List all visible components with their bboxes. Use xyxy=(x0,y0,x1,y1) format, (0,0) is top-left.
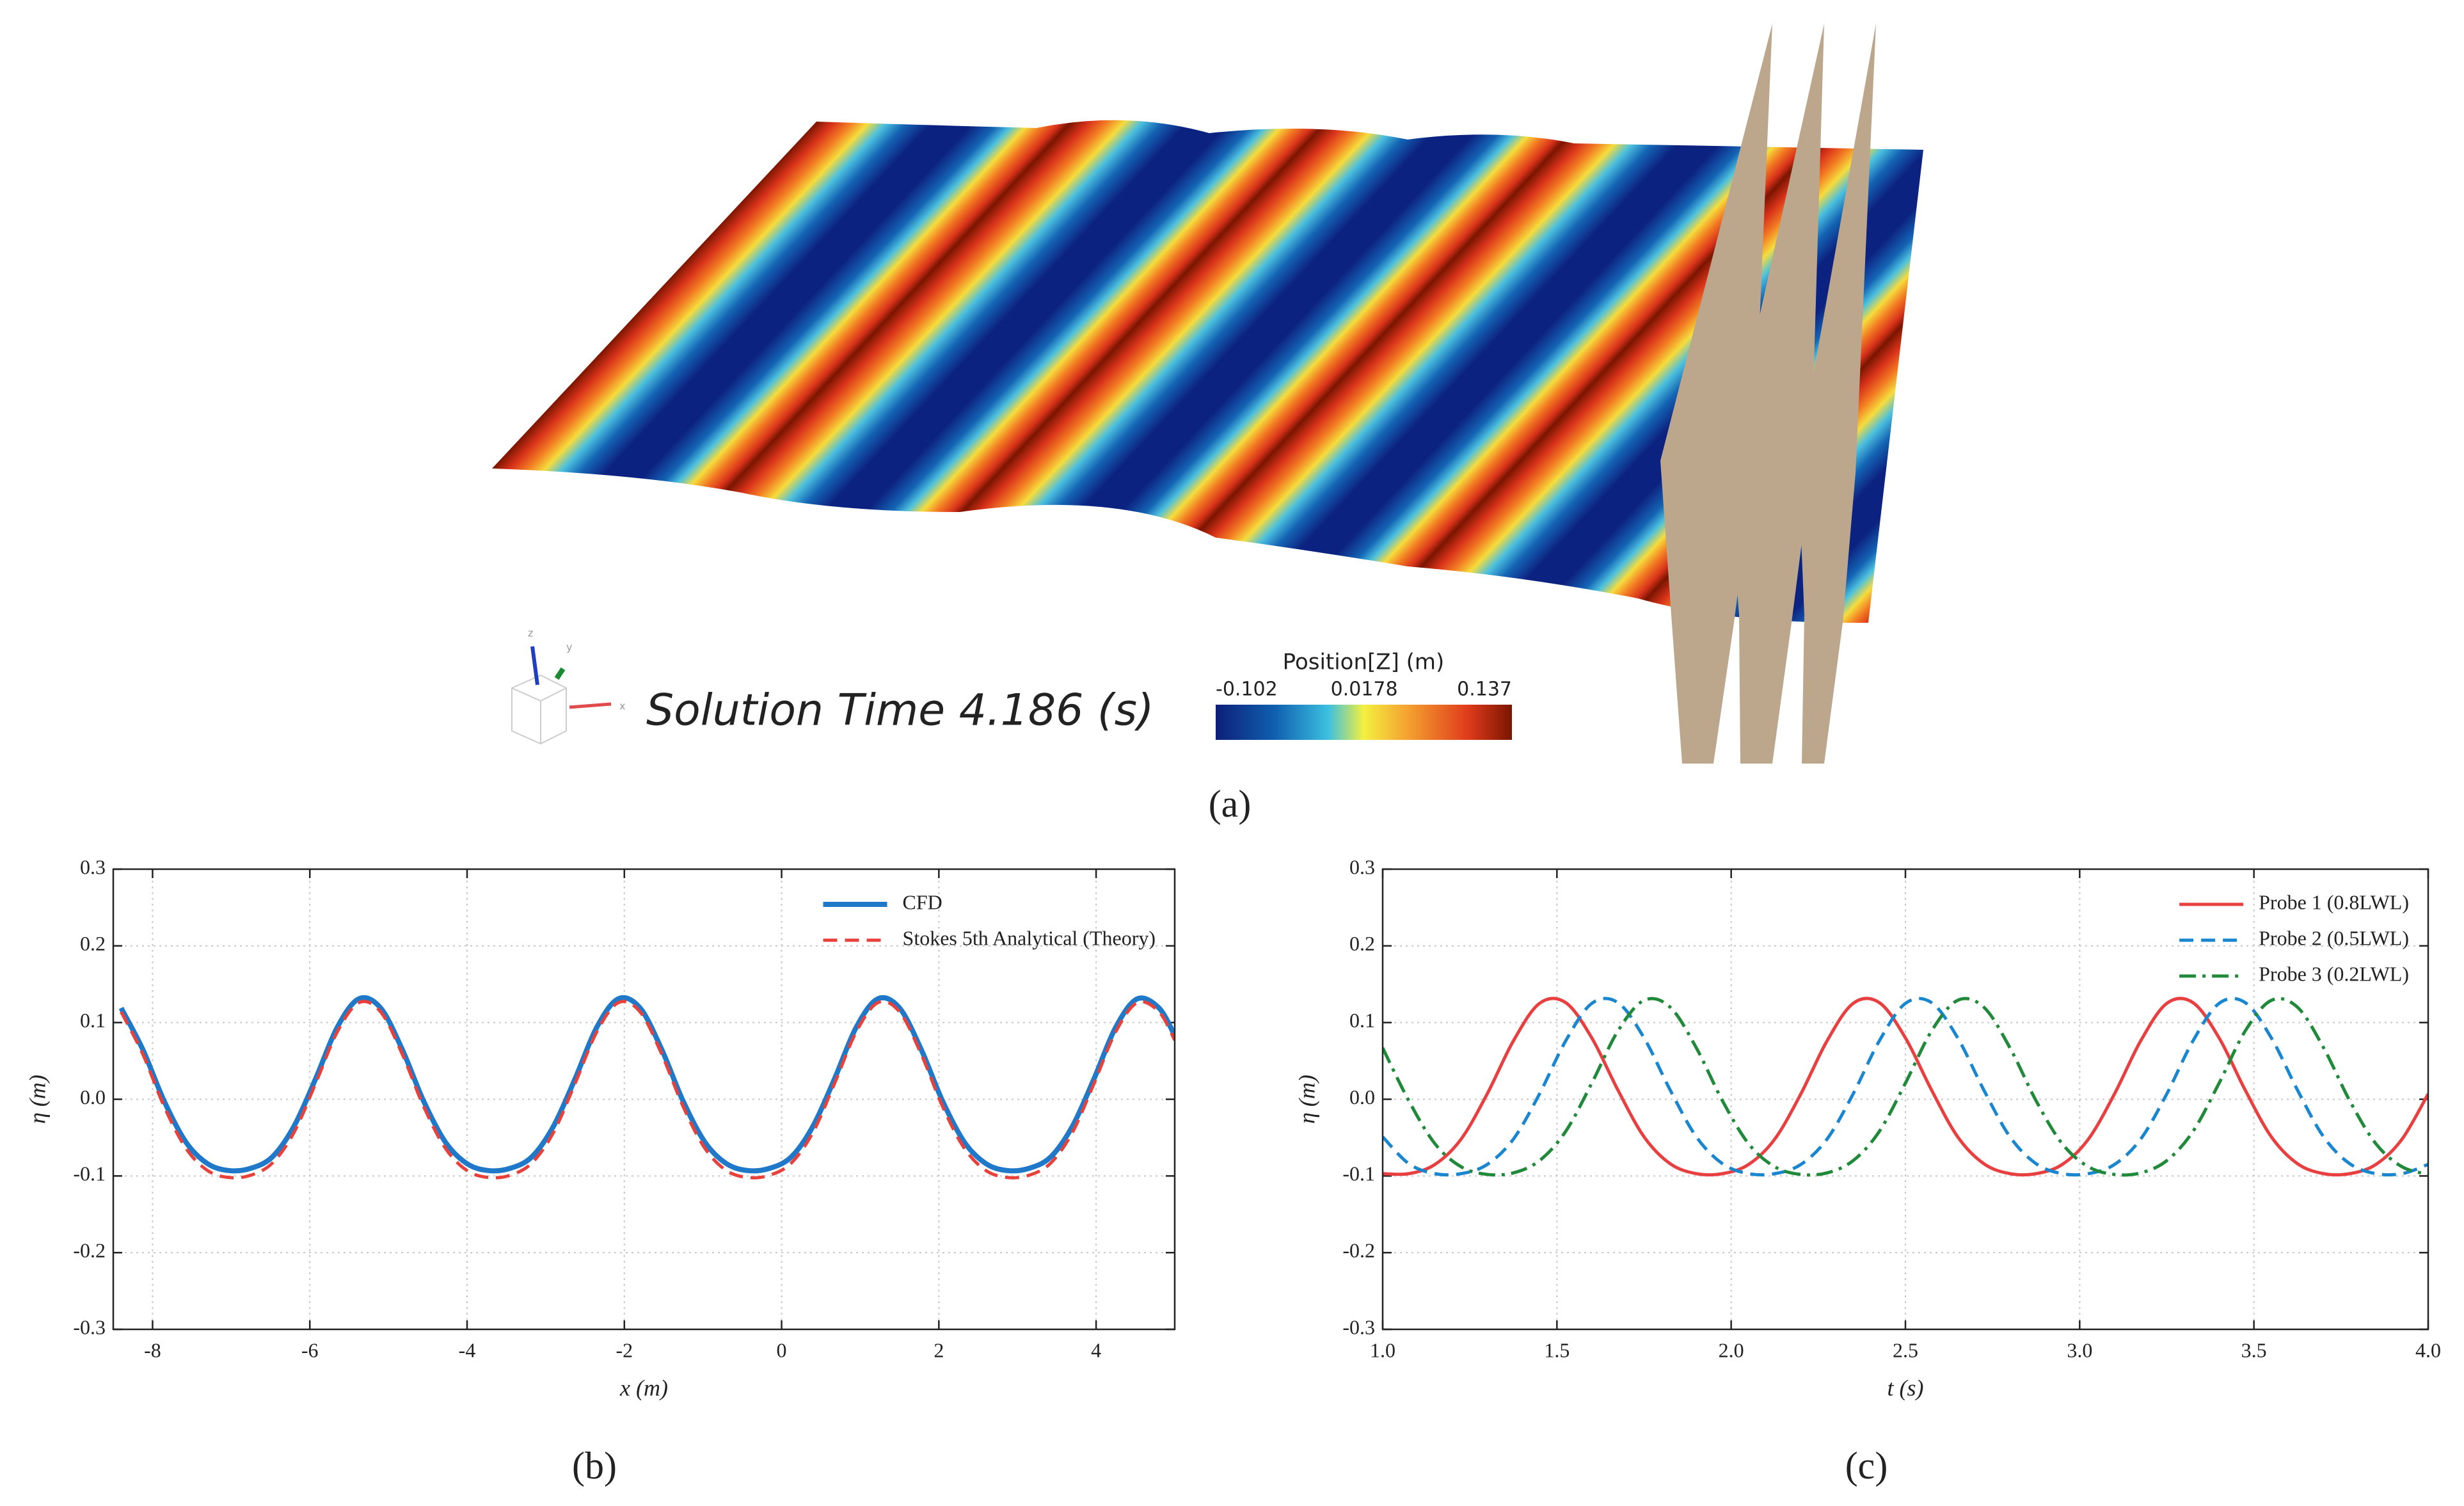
panel-label: (b) xyxy=(572,1445,617,1487)
x-tick-label: 1.0 xyxy=(1370,1338,1395,1361)
y-tick-label: -0.1 xyxy=(1342,1162,1375,1185)
panel-label: (c) xyxy=(1845,1445,1888,1487)
wave-surface xyxy=(492,120,1923,623)
colorbar xyxy=(1216,705,1512,740)
triad-label: y xyxy=(566,641,572,653)
triad-label: x xyxy=(619,700,625,712)
triad-x xyxy=(569,702,612,709)
plate xyxy=(1798,24,1876,764)
series-line xyxy=(1383,997,2428,1177)
plot-frame xyxy=(112,868,1176,1331)
legend-label: CFD xyxy=(903,890,942,913)
series-line xyxy=(118,995,1175,1174)
colorbar-tick-label: -0.102 xyxy=(1216,678,1278,701)
plot-frame xyxy=(1381,868,2429,1331)
legend: CFD Stokes 5th Analytical (Theory) xyxy=(823,890,1156,949)
y-tick-label: 0.2 xyxy=(1349,932,1375,955)
triad-label: z xyxy=(528,627,533,639)
series-line xyxy=(120,1000,1175,1180)
x-tick-label: 2 xyxy=(934,1338,944,1361)
y-tick-label: -0.3 xyxy=(1342,1315,1375,1338)
y-tick-label: -0.2 xyxy=(1342,1239,1375,1262)
triad-y xyxy=(554,667,566,680)
plate xyxy=(1660,24,1772,764)
y-tick-label: 0.1 xyxy=(80,1009,106,1032)
x-tick-label: 1.5 xyxy=(1544,1338,1570,1361)
chart: -0.3 -0.2 -0.1 0.0 0.1 0.2 0.3 -8 -6 -4 -2 0 2 4 x (m)… xyxy=(24,855,1176,1400)
x-tick-label: 4 xyxy=(1091,1338,1101,1361)
x-axis-label: t (s) xyxy=(1888,1375,1924,1400)
x-tick-label: 2.0 xyxy=(1719,1338,1744,1361)
series-line xyxy=(1383,997,2428,1177)
x-tick-label: 2.5 xyxy=(1893,1338,1918,1361)
series-line xyxy=(1383,997,2428,1177)
y-tick-label: -0.3 xyxy=(73,1315,106,1338)
colorbar-tick-label: 0.137 xyxy=(1457,678,1512,701)
x-tick-label: 3.0 xyxy=(2067,1338,2092,1361)
x-tick-label: -8 xyxy=(144,1338,161,1361)
triad-box xyxy=(511,674,567,745)
y-tick-label: 0.0 xyxy=(80,1085,106,1109)
y-tick-label: 0.2 xyxy=(80,932,106,955)
x-tick-label: 4.0 xyxy=(2415,1338,2441,1361)
y-axis-label: η (m) xyxy=(24,1075,50,1124)
colorbar-tick-label: 0.0178 xyxy=(1331,678,1398,701)
legend-label: Probe 2 (0.5LWL) xyxy=(2259,926,2409,949)
x-tick-label: -4 xyxy=(459,1338,476,1361)
x-axis-label: x (m) xyxy=(619,1375,668,1400)
y-tick-label: -0.1 xyxy=(73,1162,106,1185)
x-tick-label: 0 xyxy=(777,1338,787,1361)
x-tick-label: 3.5 xyxy=(2241,1338,2267,1361)
chart: -0.3 -0.2 -0.1 0.0 0.1 0.2 0.3 1.0 1.5 2.0 2.5 3.0 3… xyxy=(1294,855,2441,1400)
y-tick-label: -0.2 xyxy=(73,1239,106,1262)
colorbar-title: Position[Z] (m) xyxy=(1283,650,1445,675)
y-axis-label: η (m) xyxy=(1294,1075,1319,1124)
legend: Probe 1 (0.8LWL) Probe 2 (0.5LWL) Probe 3 … xyxy=(2179,890,2409,985)
y-tick-label: 0.1 xyxy=(1349,1009,1375,1032)
solution-time: Solution Time 4.186 (s) xyxy=(646,685,1154,736)
legend-label: Stokes 5th Analytical (Theory) xyxy=(903,926,1156,949)
triad-z xyxy=(530,646,539,685)
axis-triad: z y x xyxy=(511,627,625,745)
legend-label: Probe 1 (0.8LWL) xyxy=(2259,890,2409,913)
legend-label: Probe 3 (0.2LWL) xyxy=(2259,962,2409,985)
y-tick-label: 0.3 xyxy=(80,855,106,878)
plate xyxy=(1728,24,1824,764)
x-tick-label: -6 xyxy=(301,1338,319,1361)
panel-label: (a) xyxy=(1209,783,1252,825)
y-tick-label: 0.3 xyxy=(1349,855,1375,878)
x-tick-label: -2 xyxy=(616,1338,633,1361)
y-tick-label: 0.0 xyxy=(1349,1085,1375,1109)
